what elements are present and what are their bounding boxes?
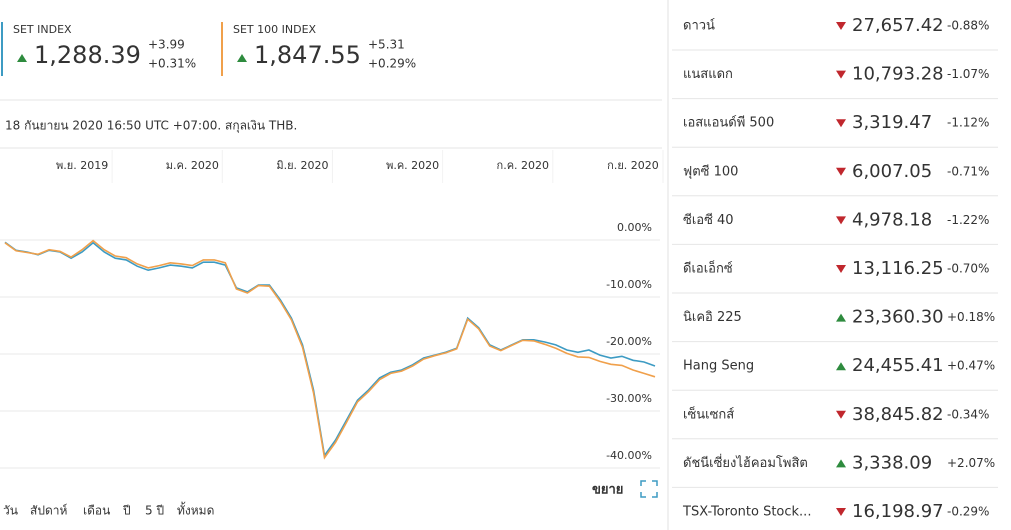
market-change: -1.12% — [947, 116, 989, 130]
index-value: 1,288.39 — [34, 41, 141, 69]
market-change: -1.07% — [947, 67, 989, 81]
market-change: +0.18% — [947, 310, 995, 324]
x-tick-label: พ.ย. 2019 — [56, 159, 108, 172]
series-line — [4, 239, 656, 460]
market-name[interactable]: Hang Seng — [683, 359, 754, 374]
index-change: +5.31 — [368, 38, 405, 52]
market-change: -1.22% — [947, 213, 989, 227]
direction-arrow — [836, 362, 846, 371]
direction-arrow — [836, 508, 846, 516]
direction-arrow — [836, 119, 846, 128]
market-value: 3,338.09 — [852, 452, 932, 473]
market-value: 16,198.97 — [852, 501, 944, 522]
x-tick-label: ม.ค. 2020 — [166, 159, 219, 172]
x-tick-label: ก.ย. 2020 — [607, 159, 659, 172]
index-change: +3.99 — [148, 38, 185, 52]
market-change: +2.07% — [947, 456, 995, 470]
expand-button[interactable]: ขยาย — [592, 483, 623, 498]
y-tick-label: -40.00% — [606, 449, 652, 462]
direction-arrow — [836, 70, 846, 79]
market-value: 4,978.18 — [852, 209, 932, 230]
market-name[interactable]: ฟุตซี 100 — [683, 163, 738, 179]
series-line — [4, 241, 656, 458]
market-change: -0.34% — [947, 407, 989, 421]
x-tick-label: มิ.ย. 2020 — [276, 159, 328, 172]
market-change: +0.47% — [947, 359, 995, 373]
direction-arrow — [836, 459, 846, 468]
index-change-percent: +0.29% — [368, 57, 416, 71]
market-value: 24,455.41 — [852, 355, 944, 376]
direction-arrow — [836, 313, 846, 322]
range-button[interactable]: ปี — [122, 504, 130, 518]
market-value: 23,360.30 — [852, 307, 944, 328]
market-change: -0.29% — [947, 505, 989, 519]
range-button[interactable]: วัน — [3, 504, 18, 518]
market-change: -0.88% — [947, 19, 989, 33]
y-tick-label: -10.00% — [606, 278, 652, 291]
x-tick-label: ก.ค. 2020 — [497, 159, 550, 172]
index-bar — [221, 22, 223, 76]
range-button[interactable]: สัปดาห์ — [30, 504, 67, 518]
direction-arrow — [836, 216, 846, 225]
direction-arrow — [17, 54, 27, 62]
index-bar — [1, 22, 3, 76]
y-tick-label: 0.00% — [617, 221, 652, 234]
index-change-percent: +0.31% — [148, 57, 196, 71]
market-value: 10,793.28 — [852, 64, 944, 85]
direction-arrow — [836, 22, 846, 30]
market-value: 27,657.42 — [852, 15, 944, 36]
index-name: SET INDEX — [13, 23, 72, 36]
market-name[interactable]: ดัชนีเซี่ยงไฮ้คอมโพสิต — [683, 454, 808, 471]
range-button[interactable]: เดือน — [83, 504, 110, 518]
x-tick-label: พ.ค. 2020 — [386, 159, 439, 172]
direction-arrow — [836, 410, 846, 419]
y-tick-label: -30.00% — [606, 392, 652, 405]
market-name[interactable]: ดาวน์ — [683, 18, 715, 34]
market-value: 3,319.47 — [852, 112, 932, 133]
market-change: -0.70% — [947, 262, 989, 276]
direction-arrow — [836, 167, 846, 176]
market-value: 38,845.82 — [852, 404, 944, 425]
y-tick-label: -20.00% — [606, 335, 652, 348]
market-name[interactable]: ซีเอซี 40 — [683, 212, 734, 228]
direction-arrow — [836, 265, 846, 273]
range-button[interactable]: ทั้งหมด — [177, 502, 214, 518]
market-name[interactable]: เซ็นเซกส์ — [683, 404, 734, 422]
market-name[interactable]: แนสแดก — [683, 67, 733, 82]
market-value: 6,007.05 — [852, 161, 932, 182]
range-button[interactable]: 5 ปี — [145, 504, 164, 518]
timestamp: 18 กันยายน 2020 16:50 UTC +07:00. สกุลเง… — [5, 119, 297, 134]
market-name[interactable]: นิเคอิ 225 — [683, 310, 742, 325]
market-name[interactable]: เอสแอนด์พี 500 — [683, 115, 774, 131]
market-change: -0.71% — [947, 164, 989, 178]
market-value: 13,116.25 — [852, 258, 944, 279]
market-name[interactable]: ดีเอเอ็กซ์ — [683, 259, 733, 277]
index-value: 1,847.55 — [254, 41, 361, 69]
expand-icon[interactable] — [640, 480, 658, 498]
market-name[interactable]: TSX-Toronto Stock... — [682, 505, 811, 520]
index-name: SET 100 INDEX — [233, 23, 317, 36]
direction-arrow — [237, 54, 247, 62]
